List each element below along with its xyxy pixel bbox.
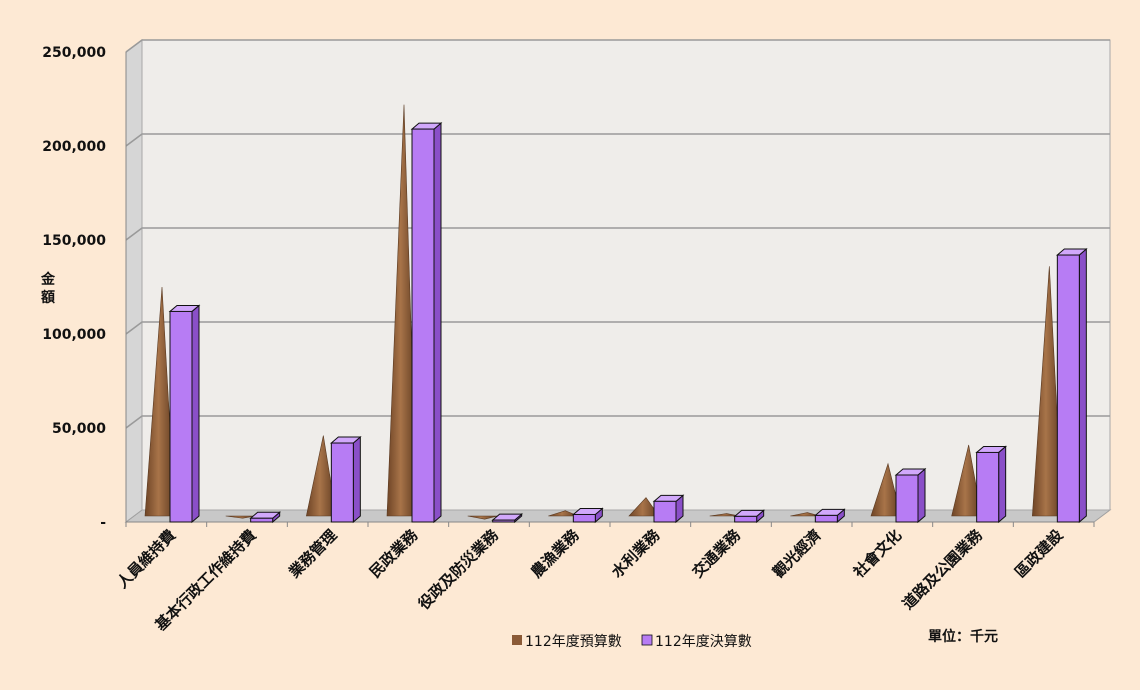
budget-cone-9 bbox=[790, 512, 821, 517]
budget-cone-4 bbox=[386, 104, 418, 517]
budget-cone-10 bbox=[870, 462, 902, 517]
legend-label-budget: 112年度預算數 bbox=[525, 634, 622, 650]
actual-bar-2 bbox=[250, 517, 274, 523]
gridline bbox=[125, 39, 1110, 53]
y-tick-label: 200,000 bbox=[42, 139, 106, 155]
x-category-label: 人員維持費 bbox=[113, 526, 179, 592]
gridline bbox=[125, 133, 1110, 147]
gridline bbox=[125, 321, 1110, 335]
y-tick-label: - bbox=[100, 515, 106, 531]
x-category-label: 役政及防災業務 bbox=[415, 525, 503, 613]
legend-swatch-budget bbox=[512, 635, 522, 645]
actual-bar-side-1 bbox=[191, 304, 200, 524]
x-category-label: 區政建設 bbox=[1011, 525, 1067, 581]
y-tick-label: 50,000 bbox=[52, 421, 106, 437]
chart-back-wall bbox=[141, 39, 1111, 511]
legend-label-actual: 112年度決算數 bbox=[655, 634, 752, 650]
budget-cone-7 bbox=[628, 497, 660, 517]
budget-cone-8 bbox=[709, 513, 740, 517]
y-axis-title: 金 bbox=[40, 271, 56, 288]
budget-cone-3 bbox=[305, 435, 337, 517]
x-category-label: 社會文化 bbox=[849, 526, 905, 582]
x-category-label: 業務管理 bbox=[285, 526, 341, 582]
x-category-label: 觀光經濟 bbox=[769, 526, 824, 581]
gridline bbox=[125, 415, 1110, 429]
actual-bar-12 bbox=[1056, 254, 1080, 523]
actual-bar-side-4 bbox=[433, 121, 442, 524]
actual-bar-side-11 bbox=[998, 445, 1007, 524]
x-category-label: 水利業務 bbox=[608, 525, 664, 581]
actual-bar-1 bbox=[169, 310, 193, 523]
y-tick-label: 150,000 bbox=[42, 233, 106, 249]
actual-bar-side-10 bbox=[917, 467, 926, 524]
budget-cone-12 bbox=[1032, 266, 1063, 517]
x-category-label: 民政業務 bbox=[366, 525, 422, 581]
x-category-label: 農漁業務 bbox=[527, 525, 583, 581]
chart-side-wall bbox=[125, 39, 143, 523]
x-category-label: 道路及公園業務 bbox=[899, 525, 987, 613]
actual-bar-4 bbox=[411, 128, 435, 523]
actual-bar-10 bbox=[895, 474, 919, 523]
budget-cone-5 bbox=[467, 515, 498, 520]
actual-bar-8 bbox=[734, 515, 758, 523]
x-category-label: 交通業務 bbox=[689, 525, 745, 581]
actual-bar-9 bbox=[814, 514, 838, 523]
actual-bar-5 bbox=[492, 519, 516, 523]
actual-bar-side-12 bbox=[1078, 247, 1087, 524]
legend-swatch-actual bbox=[641, 634, 653, 646]
gridline bbox=[125, 227, 1110, 241]
unit-note: 單位：千元 bbox=[928, 628, 998, 645]
actual-bar-6 bbox=[572, 513, 596, 523]
y-axis-title: 額 bbox=[40, 289, 55, 306]
budget-cone-6 bbox=[548, 510, 579, 517]
budget-cone-2 bbox=[225, 515, 256, 519]
actual-bar-11 bbox=[976, 451, 1000, 523]
y-tick-label: 100,000 bbox=[42, 327, 106, 343]
actual-bar-7 bbox=[653, 500, 677, 523]
y-tick-label: 250,000 bbox=[42, 45, 106, 61]
budget-cone-1 bbox=[144, 286, 176, 517]
actual-bar-side-3 bbox=[352, 435, 361, 524]
budget-cone-11 bbox=[951, 444, 983, 517]
actual-bar-3 bbox=[330, 442, 354, 523]
